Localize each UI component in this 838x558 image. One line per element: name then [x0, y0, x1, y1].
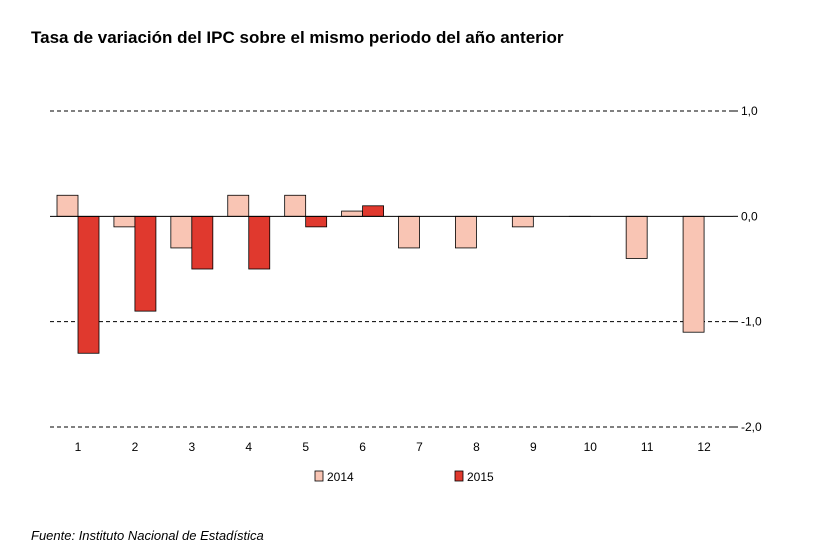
y-tick-label: -2,0	[741, 420, 762, 434]
x-tick-label: 12	[697, 440, 711, 454]
bar-2014-6	[341, 210, 363, 217]
x-tick-label: 3	[188, 440, 195, 454]
bar-2015-6	[362, 205, 384, 217]
x-tick-label: 9	[530, 440, 537, 454]
x-tick-label: 7	[416, 440, 423, 454]
bar-2015-4	[248, 215, 271, 270]
bar-2014-5	[284, 194, 307, 217]
bar-2014-12	[682, 215, 705, 333]
bar-2014-9	[511, 215, 534, 228]
bar-2014-1	[56, 194, 79, 217]
x-tick-label: 11	[641, 440, 654, 454]
bar-2015-3	[191, 215, 214, 270]
legend-swatch-2014	[314, 470, 324, 482]
chart-title: Tasa de variación del IPC sobre el mismo…	[31, 28, 564, 47]
y-tick-label: 1,0	[741, 104, 758, 118]
x-tick-label: 1	[75, 440, 82, 454]
bar-2014-2	[113, 215, 136, 228]
legend-label-2015: 2015	[467, 470, 494, 484]
bar-2014-8	[455, 215, 477, 249]
x-tick-label: 5	[302, 440, 309, 454]
y-tick-label: 0,0	[741, 209, 758, 223]
x-tick-label: 8	[473, 440, 480, 454]
bar-2014-4	[227, 194, 250, 217]
legend-label-2014: 2014	[327, 470, 354, 484]
x-tick-label: 2	[132, 440, 139, 454]
bar-2015-5	[305, 215, 328, 228]
y-tick-label: -1,0	[741, 315, 762, 329]
bar-2014-3	[170, 215, 193, 249]
bar-2015-1	[77, 215, 100, 354]
bar-2014-7	[398, 215, 420, 249]
source-note: Fuente: Instituto Nacional de Estadístic…	[31, 528, 264, 543]
x-tick-label: 6	[359, 440, 366, 454]
bar-2014-11	[625, 215, 648, 259]
bar-2015-2	[134, 215, 157, 312]
x-tick-label: 4	[245, 440, 252, 454]
legend-swatch-2015	[454, 470, 464, 482]
x-tick-label: 10	[584, 440, 598, 454]
